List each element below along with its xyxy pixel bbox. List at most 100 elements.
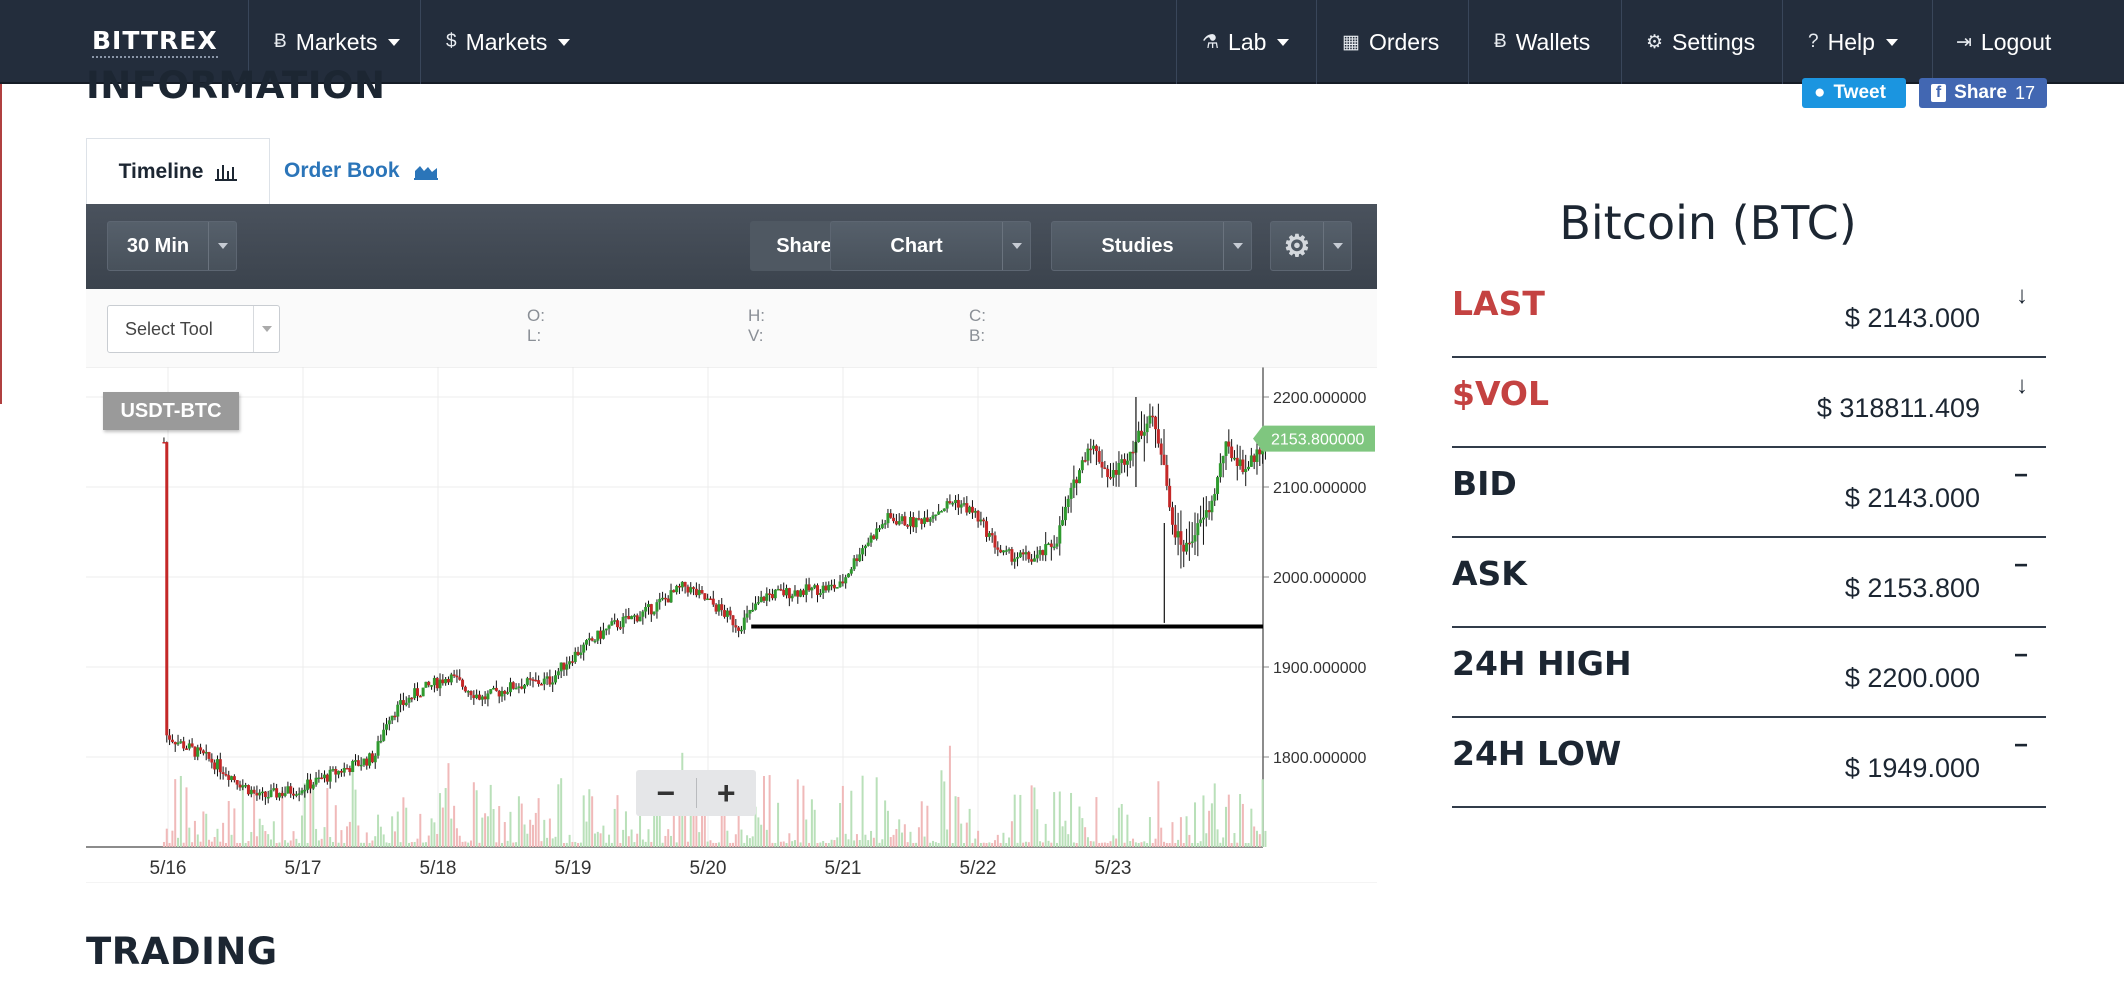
nav-wallets[interactable]: Ƀ Wallets xyxy=(1494,0,1590,84)
candle-up xyxy=(790,595,794,599)
volume-bar xyxy=(748,838,751,847)
candle-up xyxy=(542,678,546,685)
volume-bar xyxy=(839,802,842,847)
candle-up xyxy=(773,589,777,599)
volume-bar xyxy=(875,777,878,847)
volume-bar xyxy=(889,837,892,847)
candle-up xyxy=(680,581,684,588)
volume-bar xyxy=(264,831,267,847)
volume-bar xyxy=(562,842,565,847)
candle-down xyxy=(182,741,186,749)
nav-bitcoin-markets[interactable]: Ƀ Markets xyxy=(274,0,401,84)
candle-up xyxy=(942,508,946,512)
tab-order-book[interactable]: Order Book xyxy=(284,138,438,204)
volume-bar xyxy=(357,825,360,847)
candle-up xyxy=(1035,554,1039,559)
volume-bar xyxy=(836,837,839,847)
candle-down xyxy=(1075,479,1079,484)
candle-up xyxy=(1148,415,1152,424)
volume-bar xyxy=(743,842,746,847)
volume-bar xyxy=(979,842,982,847)
candle-down xyxy=(999,549,1003,553)
candle-up xyxy=(444,679,448,684)
candle-up xyxy=(241,785,245,788)
chart-type-dropdown[interactable]: Chart xyxy=(830,221,1031,271)
volume-bar xyxy=(450,818,453,847)
volume-bar xyxy=(734,834,737,847)
volume-bar xyxy=(1250,808,1253,847)
volume-bar xyxy=(777,802,780,847)
volume-bar xyxy=(475,790,478,847)
bitcoin-icon: Ƀ xyxy=(1494,31,1507,52)
candle-up xyxy=(742,617,746,630)
volume-bar xyxy=(520,803,523,847)
volume-bar xyxy=(346,826,349,847)
zoom-in-button[interactable]: + xyxy=(716,775,736,811)
volume-bar xyxy=(416,838,419,847)
volume-bar xyxy=(599,833,602,847)
trading-heading: TRADING xyxy=(86,930,278,973)
chart-settings-dropdown[interactable]: ⚙ xyxy=(1270,221,1352,271)
volume-bar xyxy=(886,810,889,847)
candle-down xyxy=(782,589,786,596)
zoom-out-button[interactable]: − xyxy=(656,775,676,811)
open-label: O: xyxy=(527,306,545,325)
volume-bar xyxy=(185,787,188,847)
volume-bar xyxy=(813,809,816,847)
volume-bar xyxy=(1143,841,1146,847)
nav-orders[interactable]: ▦ Orders xyxy=(1342,0,1439,84)
interval-dropdown[interactable]: 30 Min xyxy=(107,221,237,271)
tab-timeline[interactable]: Timeline xyxy=(86,138,270,204)
candle-up xyxy=(258,792,262,796)
candle-up xyxy=(652,611,656,615)
candle-down xyxy=(511,682,515,689)
volume-bar xyxy=(193,820,196,847)
nav-help[interactable]: ? Help xyxy=(1808,0,1898,84)
candle-up xyxy=(830,584,834,587)
volume-bar xyxy=(639,794,642,847)
volume-bar xyxy=(1244,842,1247,847)
dash-icon: − xyxy=(2013,552,2028,579)
candle-down xyxy=(320,777,324,780)
volume-bar xyxy=(289,840,292,847)
volume-bar xyxy=(895,829,898,847)
volume-bar xyxy=(892,834,895,847)
nav-logout-label: Logout xyxy=(1980,28,2052,55)
volume-bar xyxy=(965,822,968,847)
brand-logo[interactable]: BITTREX xyxy=(92,26,218,58)
volume-bar xyxy=(1022,842,1025,847)
volume-bar xyxy=(1070,792,1073,847)
candle-down xyxy=(280,792,284,796)
select-tool-dropdown[interactable]: Select Tool xyxy=(107,305,280,353)
stat-value: $ 2153.800 xyxy=(1844,573,1980,603)
candle-up xyxy=(883,523,887,525)
volume-bar xyxy=(1078,806,1081,847)
volume-bar xyxy=(1165,842,1168,847)
volume-bar xyxy=(591,796,594,847)
candle-up xyxy=(359,764,363,767)
candle-down xyxy=(221,772,225,774)
studies-dropdown[interactable]: Studies xyxy=(1051,221,1252,271)
volume-bar xyxy=(526,833,529,847)
candle-up xyxy=(1058,525,1062,544)
nav-settings[interactable]: ⚙ Settings xyxy=(1646,0,1755,84)
volume-bar xyxy=(1027,842,1030,847)
nav-logout[interactable]: ⇥ Logout xyxy=(1956,0,2051,84)
volume-bar xyxy=(861,775,864,847)
volume-bar xyxy=(1013,794,1016,847)
candle-up xyxy=(1137,430,1141,442)
price-chart[interactable]: 5/16 5/17 5/18 5/19 5/20 5/21 5/22 5/23 2200.000… xyxy=(86,367,1377,883)
volume-bar xyxy=(374,836,377,847)
facebook-share-button[interactable]: f Share 17 xyxy=(1919,78,2047,108)
volume-bar xyxy=(867,840,870,847)
nav-dollar-markets[interactable]: $ Markets xyxy=(446,0,571,84)
tweet-button[interactable]: ● Tweet xyxy=(1802,78,1906,108)
volume-bar xyxy=(771,842,774,847)
volume-bar xyxy=(455,828,458,847)
volume-bar xyxy=(847,839,850,847)
volume-bar xyxy=(830,839,833,847)
candle-down xyxy=(463,686,467,692)
nav-lab[interactable]: ⚗ Lab xyxy=(1202,0,1290,84)
volume-bar xyxy=(917,827,920,847)
pair-label: USDT-BTC xyxy=(103,392,239,430)
